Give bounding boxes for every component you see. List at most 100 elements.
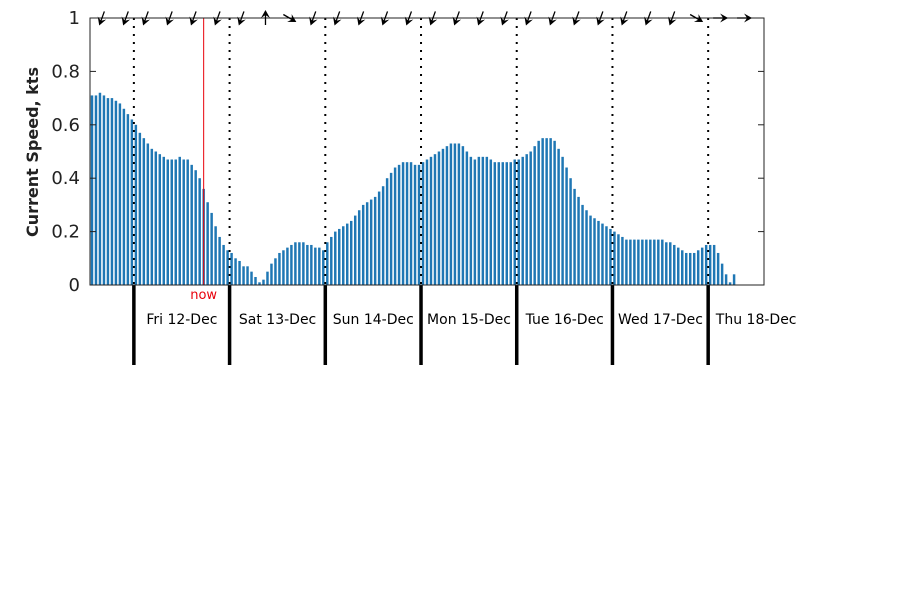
y-tick-label: 0.4 (51, 168, 80, 189)
speed-bar (114, 100, 118, 286)
speed-bar (549, 138, 552, 285)
speed-bar (433, 154, 437, 285)
speed-bar (397, 164, 401, 285)
speed-bars (90, 92, 736, 286)
speed-bar (405, 162, 409, 285)
speed-bar (673, 244, 676, 285)
speed-bar (692, 252, 696, 285)
speed-bar (505, 162, 508, 285)
speed-bar (222, 244, 225, 285)
speed-bar (681, 250, 684, 285)
speed-bar (146, 143, 150, 285)
speed-bar (413, 164, 417, 285)
speed-bar (653, 239, 656, 285)
day-label: Mon 15-Dec (427, 312, 511, 328)
speed-bar (645, 239, 648, 285)
speed-bar (342, 226, 345, 285)
speed-bar (509, 162, 512, 285)
speed-bar (262, 279, 265, 285)
direction-arrows (97, 10, 753, 26)
speed-bar (138, 132, 142, 285)
speed-bar (226, 250, 229, 285)
speed-bar (641, 239, 644, 285)
speed-bar (429, 156, 433, 285)
speed-bar (593, 218, 596, 285)
speed-bar (437, 151, 441, 285)
speed-bar (373, 196, 377, 285)
speed-bar (621, 236, 624, 285)
speed-bar (577, 196, 580, 285)
speed-bar (688, 252, 692, 285)
speed-bar (489, 159, 493, 285)
speed-bar (561, 156, 564, 285)
speed-bar (565, 167, 568, 285)
speed-bar (266, 271, 269, 285)
direction-arrow (668, 11, 677, 26)
direction-arrow (333, 11, 342, 26)
speed-bar (409, 162, 413, 285)
day-label: Thu 18-Dec (715, 312, 797, 328)
direction-arrow (596, 11, 605, 26)
speed-bar (605, 226, 608, 285)
direction-arrow (189, 11, 198, 26)
speed-bar (346, 223, 349, 285)
plot-frame (89, 17, 765, 286)
speed-bar (485, 156, 489, 285)
speed-bar (206, 202, 209, 285)
direction-arrow (689, 13, 704, 22)
direction-arrow (165, 11, 174, 26)
day-label: Tue 16-Dec (525, 312, 604, 328)
speed-bar (314, 247, 317, 285)
speed-bar (601, 223, 604, 285)
speed-bar (589, 215, 592, 285)
now-label: now (190, 288, 217, 303)
speed-bar (174, 159, 177, 285)
speed-bar (102, 95, 106, 286)
speed-bar (250, 271, 253, 285)
speed-bar (493, 162, 497, 285)
speed-bar (270, 263, 273, 285)
speed-bar (126, 114, 130, 286)
y-tick-label: 0 (69, 275, 80, 296)
speed-bar (585, 210, 588, 285)
speed-bar (381, 186, 385, 285)
direction-arrow (428, 11, 438, 26)
speed-bar (338, 228, 341, 285)
speed-bar (393, 167, 397, 285)
day-labels: Fri 12-Dec Sat 13-Dec Sun 14-Dec Mon 15-Dec… (146, 312, 796, 328)
speed-bar (521, 156, 524, 285)
speed-bar (469, 156, 473, 285)
speed-bar (533, 146, 536, 285)
speed-bar (665, 242, 668, 285)
speed-bar (385, 178, 389, 285)
speed-bar (238, 260, 241, 285)
speed-bar (684, 252, 688, 285)
direction-arrow (548, 11, 557, 26)
speed-bar (625, 239, 628, 285)
speed-bar (445, 146, 449, 285)
direction-arrow (356, 11, 366, 26)
speed-bar (242, 266, 245, 285)
speed-bar (497, 162, 501, 285)
speed-bar (421, 162, 425, 285)
direction-arrow (737, 13, 753, 23)
speed-bar (334, 231, 337, 285)
speed-bar (330, 236, 333, 285)
speed-bar (353, 215, 357, 285)
speed-bar (210, 212, 213, 285)
speed-bar (186, 159, 189, 285)
speed-bar (696, 250, 700, 285)
speed-bar (700, 247, 704, 285)
speed-bar (198, 178, 201, 285)
speed-bar (637, 239, 640, 285)
speed-bar (349, 220, 353, 285)
speed-bar (286, 247, 289, 285)
speed-bar (537, 140, 540, 285)
speed-bar (525, 154, 528, 285)
speed-bar (477, 156, 481, 285)
speed-bar (98, 92, 102, 285)
direction-arrow (404, 11, 414, 26)
speed-bar (724, 274, 728, 285)
speed-bar (417, 164, 421, 285)
